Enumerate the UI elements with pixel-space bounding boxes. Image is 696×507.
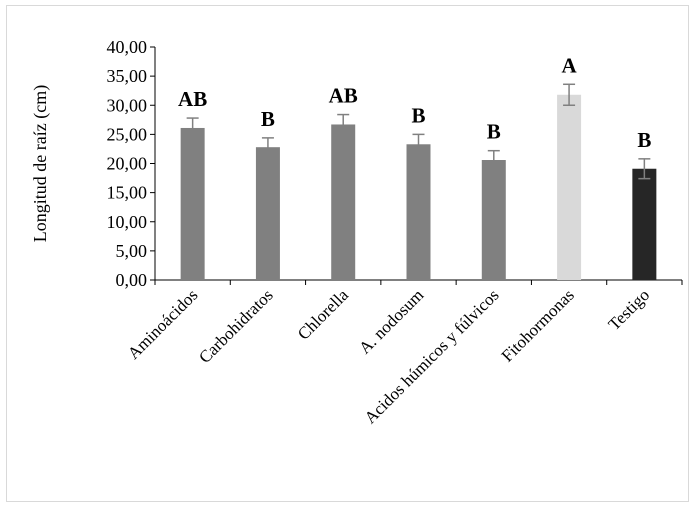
bar bbox=[180, 127, 205, 280]
x-category-label: Testigo bbox=[605, 285, 654, 334]
bar bbox=[406, 144, 431, 280]
bar bbox=[331, 124, 356, 280]
bar bbox=[632, 168, 657, 280]
error-bars bbox=[186, 83, 651, 180]
y-tick-label: 20,00 bbox=[107, 154, 148, 174]
y-tick-label: 40,00 bbox=[107, 37, 148, 57]
y-tick-label: 25,00 bbox=[107, 124, 148, 144]
x-category-label: Fitohormonas bbox=[498, 285, 578, 365]
significance-letter: AB bbox=[178, 87, 207, 111]
significance-letter: B bbox=[261, 107, 275, 131]
x-category-label: Carbohidratos bbox=[195, 285, 277, 367]
y-tick-label: 15,00 bbox=[107, 183, 148, 203]
x-category-label: Chlorella bbox=[294, 285, 352, 343]
y-tick-label: 10,00 bbox=[107, 212, 148, 232]
y-tick-label: 35,00 bbox=[107, 66, 148, 86]
x-category-label: Aminoácidos bbox=[124, 285, 202, 363]
x-category-label: A. nodosum bbox=[355, 285, 427, 357]
significance-letter: B bbox=[411, 103, 425, 127]
significance-letter: A bbox=[561, 53, 577, 77]
y-tick-label: 30,00 bbox=[107, 95, 148, 115]
significance-letter: AB bbox=[329, 84, 358, 108]
bars bbox=[180, 94, 657, 280]
bar bbox=[255, 147, 280, 280]
significance-letter: B bbox=[487, 120, 501, 144]
y-axis-label: Longitud de raíz (cm) bbox=[30, 85, 51, 242]
bar bbox=[481, 160, 506, 280]
y-tick-labels: 0,00 5,00 10,00 15,00 20,00 25,00 30,00 35,00 40… bbox=[107, 37, 148, 290]
y-tick-label: 5,00 bbox=[116, 241, 148, 261]
significance-letter: B bbox=[637, 128, 651, 152]
bar bbox=[557, 94, 582, 280]
x-category-label: Acidos húmicos y fúlvicos bbox=[361, 285, 503, 427]
y-tick-label: 0,00 bbox=[116, 270, 148, 290]
